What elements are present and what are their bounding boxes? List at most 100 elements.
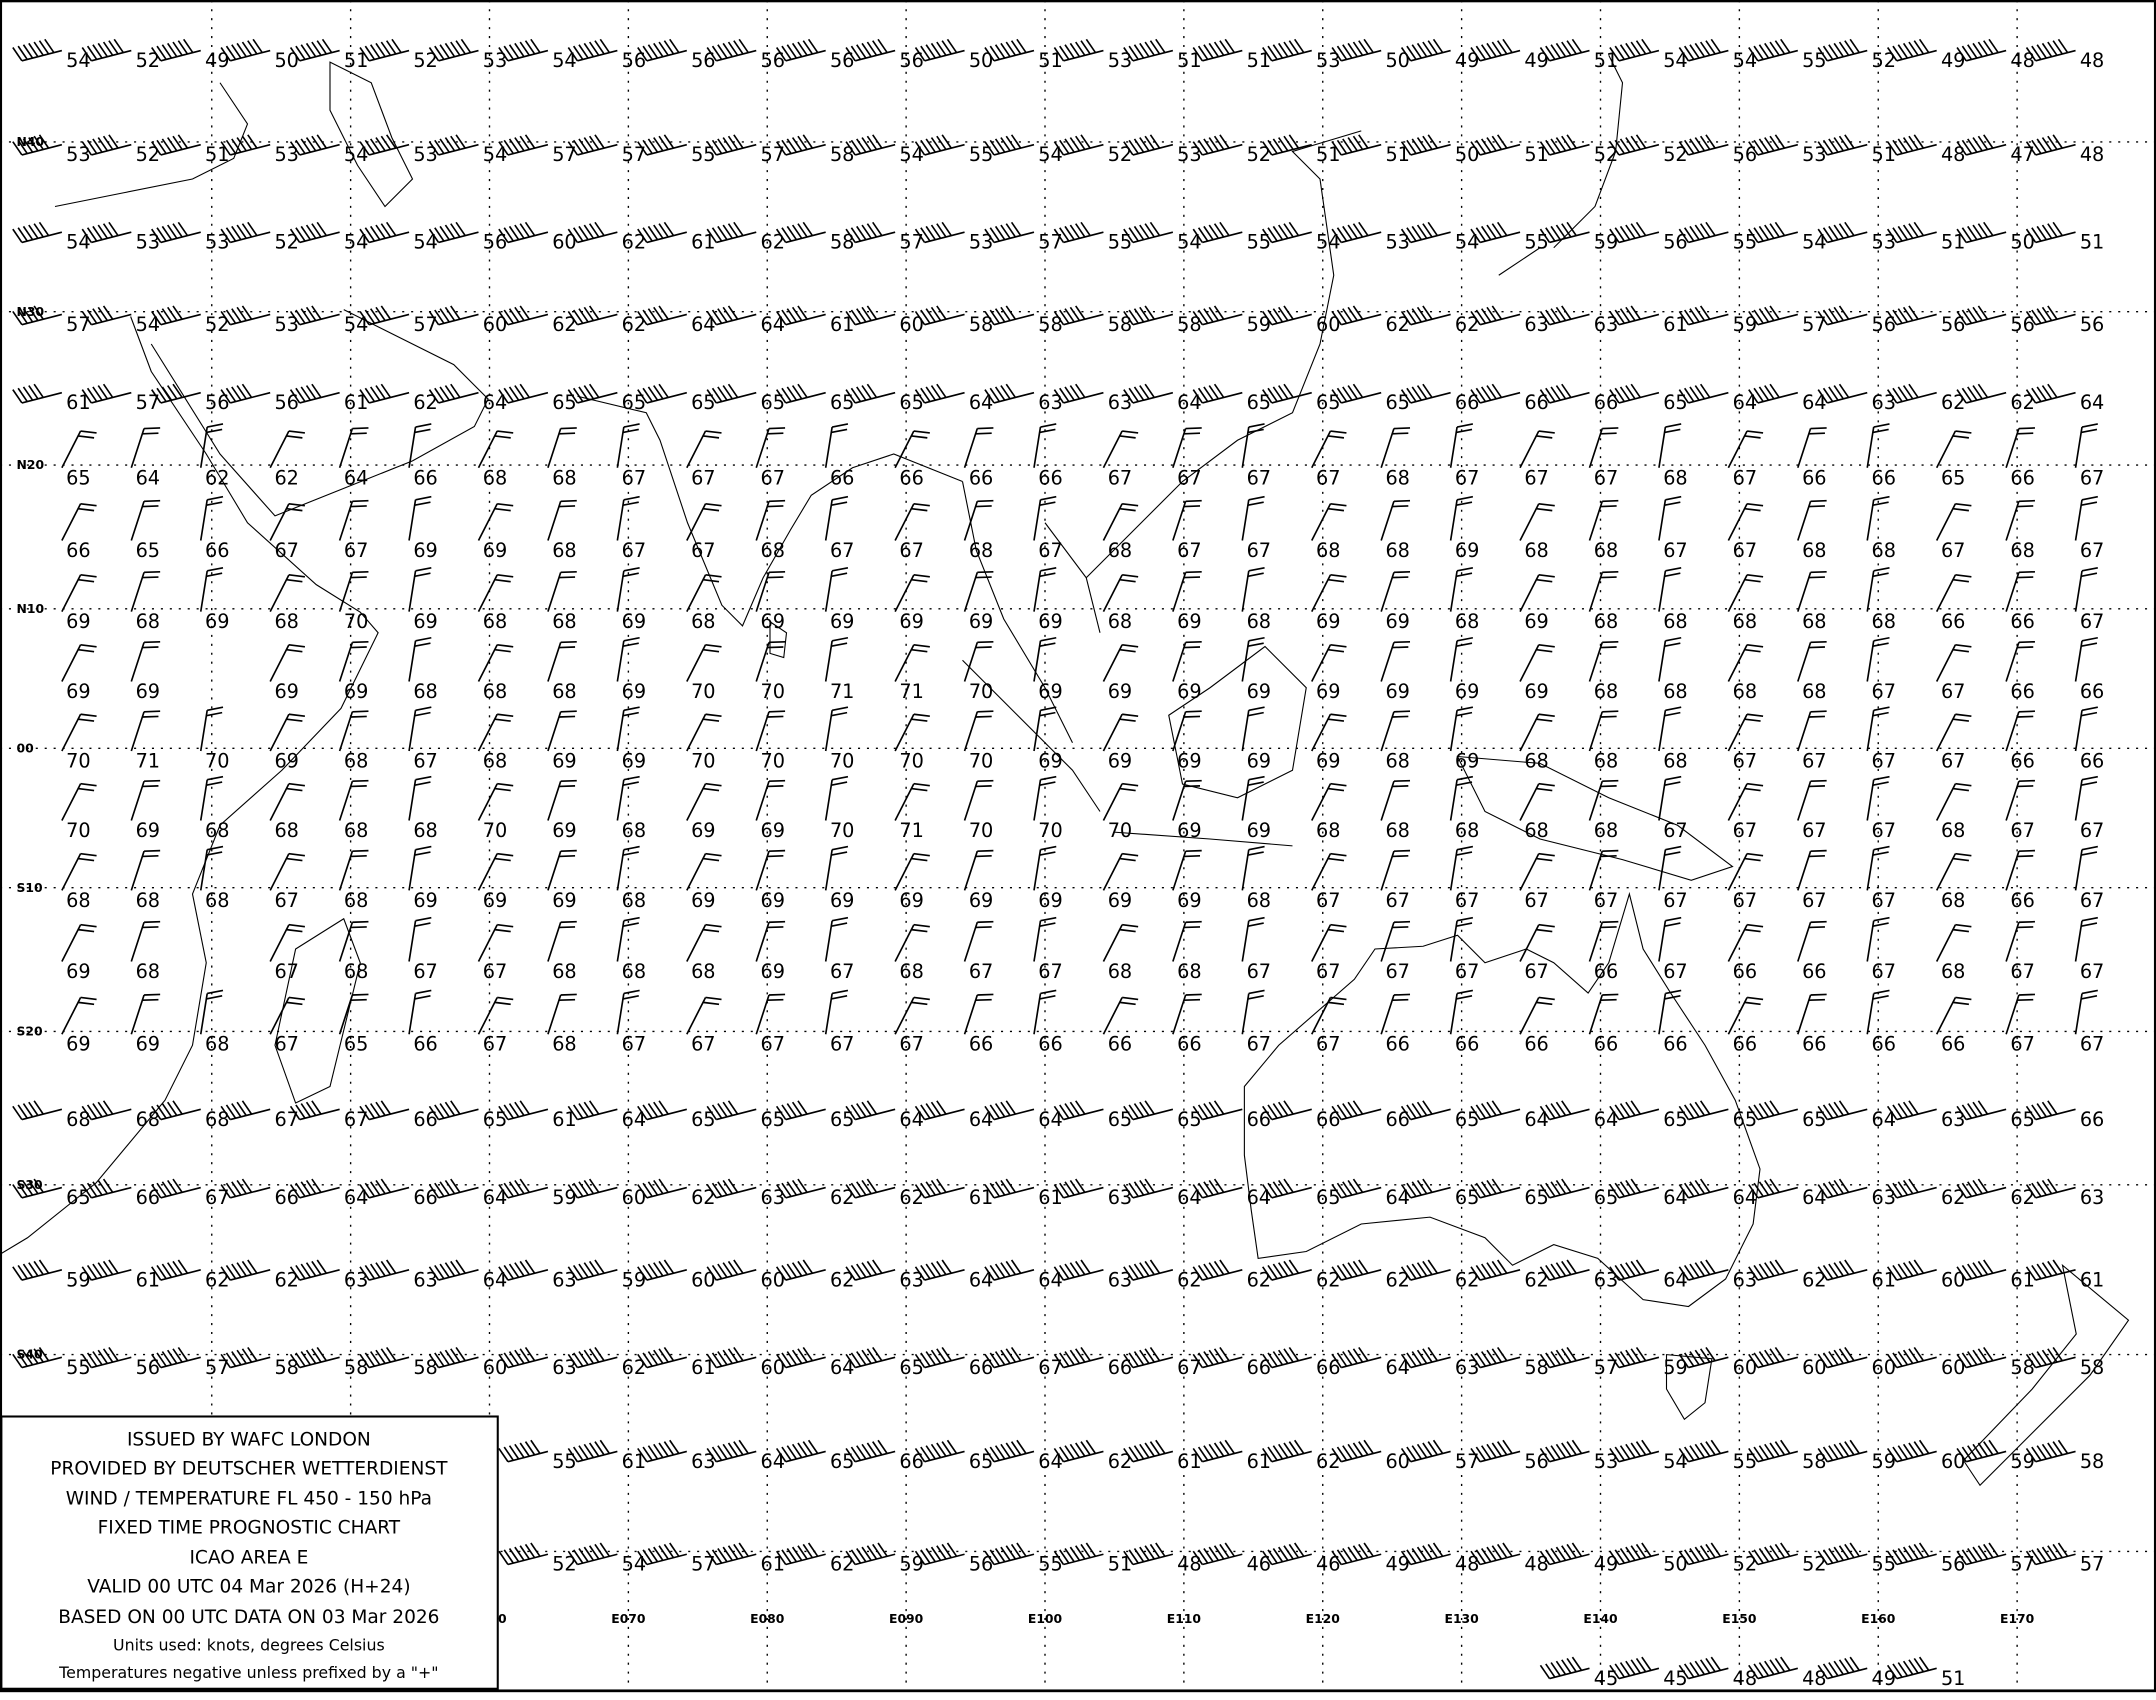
wind-barb: [1539, 305, 1590, 326]
wind-barb: [1886, 1439, 1937, 1463]
coastline-sumatra-java: [962, 659, 1293, 847]
temperature-value: 65: [66, 1186, 91, 1209]
temperature-value: 67: [205, 1186, 230, 1209]
wind-barb: [1658, 845, 1682, 891]
longitude-label: E090: [889, 1612, 924, 1626]
wind-barb: [498, 38, 549, 62]
temperature-value: 65: [552, 391, 577, 414]
temperature-value: 52: [1733, 1553, 1758, 1576]
wind-barb: [1449, 775, 1474, 821]
wind-barb: [220, 1100, 271, 1121]
wind-barb: [1053, 1542, 1104, 1566]
wind-barb: [2025, 1100, 2076, 1121]
wind-barb: [1658, 423, 1682, 468]
temperature-value: 62: [413, 391, 438, 414]
wind-barb: [130, 779, 161, 821]
wind-barb: [1539, 1178, 1590, 1199]
temperature-value: 69: [1038, 610, 1063, 633]
temperature-value: 67: [830, 1033, 855, 1056]
wind-barb: [1519, 852, 1555, 891]
temperature-value: 55: [1872, 1553, 1897, 1576]
wind-barb: [775, 134, 826, 156]
temperature-value: 61: [1247, 1450, 1272, 1473]
temperature-value: 64: [1733, 1186, 1758, 1209]
wind-barb: [1588, 570, 1619, 612]
legend-issuer: ISSUED BY WAFC LONDON: [127, 1429, 371, 1450]
wind-barb: [498, 383, 549, 404]
temperature-value: 66: [2080, 1108, 2105, 1131]
wind-barb: [2074, 636, 2098, 682]
wind-barb: [637, 1259, 688, 1281]
wind-barb: [1886, 134, 1937, 156]
wind-barb: [151, 383, 201, 404]
temperature-value: 68: [1524, 539, 1549, 562]
wind-barb: [845, 1100, 896, 1121]
temperature-value: 66: [1455, 1033, 1480, 1056]
temperature-value: 67: [1941, 539, 1966, 562]
temperature-value: 68: [552, 680, 577, 703]
wind-barb: [1727, 574, 1764, 612]
temperature-value: 65: [899, 1356, 924, 1379]
wind-barb: [1956, 383, 2007, 404]
wind-barb: [1519, 574, 1555, 612]
wind-barb: [775, 38, 826, 62]
temperature-value: 52: [1802, 1553, 1827, 1576]
wind-barb: [637, 1100, 688, 1121]
wind-barb: [2025, 1439, 2076, 1463]
wind-barb: [1400, 1259, 1451, 1281]
temperature-value: 66: [274, 1186, 299, 1209]
wind-barb: [1380, 849, 1411, 891]
temperature-value: 68: [1663, 466, 1688, 489]
wind-barb: [1935, 430, 1972, 469]
temperature-value: 46: [1316, 1553, 1341, 1576]
wind-barb: [1311, 923, 1347, 962]
wind-barb: [2005, 427, 2035, 469]
wind-barb: [1470, 305, 1521, 326]
temperature-value: 60: [1941, 1268, 1966, 1291]
temperature-value: 50: [1663, 1553, 1688, 1576]
wind-barb: [289, 1259, 340, 1281]
wind-barb: [1172, 849, 1202, 891]
wind-barb: [408, 566, 432, 612]
wind-barb: [1470, 1542, 1521, 1566]
wind-barb: [1658, 989, 1682, 1035]
wind-barb: [845, 383, 896, 404]
wind-barb: [1102, 713, 1139, 752]
wind-barb: [1331, 1439, 1382, 1463]
temperature-value: 67: [2080, 960, 2105, 983]
temperature-value: 66: [1038, 1033, 1063, 1056]
coastline-black-caspian: [54, 61, 414, 208]
temperature-value: 57: [1038, 231, 1063, 254]
temperature-value: 64: [969, 391, 994, 414]
coastlines: [0, 55, 2130, 1487]
temperature-value: 69: [1524, 680, 1549, 703]
temperature-value: 68: [136, 1108, 161, 1131]
wind-barb: [547, 427, 577, 469]
wind-barb: [61, 923, 97, 962]
wind-barb: [1609, 1542, 1660, 1566]
temperature-value: 68: [483, 466, 508, 489]
temperature-value: 68: [1455, 610, 1480, 633]
wind-barb: [1262, 1346, 1312, 1369]
wind-barb: [686, 574, 722, 612]
wind-barb: [199, 495, 224, 541]
wind-barb: [408, 845, 432, 891]
wind-barb: [755, 570, 786, 612]
temperature-value: 59: [1872, 1450, 1897, 1473]
temperature-value: 69: [1385, 680, 1410, 703]
temperature-value: 65: [1663, 1108, 1688, 1131]
wind-barb: [1817, 383, 1868, 404]
temperature-value: 67: [1594, 889, 1619, 912]
wind-barb: [1519, 713, 1555, 752]
wind-barb: [130, 710, 161, 752]
temperature-value: 68: [344, 960, 369, 983]
wind-barb: [706, 1542, 757, 1566]
wind-barb: [1817, 38, 1868, 62]
wind-barb: [151, 1178, 201, 1199]
wind-barb: [914, 1439, 965, 1463]
wind-barb: [2005, 499, 2035, 541]
temperature-value: 68: [136, 889, 161, 912]
wind-barb: [477, 643, 514, 682]
temperature-value: 69: [205, 610, 230, 633]
temperature-value: 51: [1872, 143, 1897, 166]
